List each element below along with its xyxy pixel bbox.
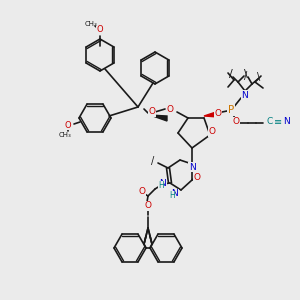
Text: /: / <box>152 156 154 166</box>
Text: O: O <box>145 202 152 211</box>
Text: /: / <box>229 69 233 79</box>
Text: O: O <box>214 109 221 118</box>
Text: C: C <box>267 118 273 127</box>
Text: \: \ <box>257 72 261 82</box>
Text: H: H <box>169 191 175 200</box>
Text: CH₃: CH₃ <box>85 21 98 27</box>
Text: N: N <box>242 91 248 100</box>
Text: O: O <box>208 128 215 136</box>
Text: N: N <box>160 178 167 188</box>
Text: O: O <box>148 107 155 116</box>
Text: O: O <box>167 104 173 113</box>
Text: P: P <box>228 105 234 115</box>
Text: N: N <box>189 163 195 172</box>
Text: N: N <box>172 190 178 199</box>
Text: O: O <box>139 188 145 196</box>
Text: O: O <box>97 26 103 34</box>
Text: O: O <box>232 118 239 127</box>
Text: H: H <box>158 182 164 190</box>
Text: CH₃: CH₃ <box>58 132 71 138</box>
Polygon shape <box>150 115 167 121</box>
Text: O: O <box>65 121 71 130</box>
Text: \: \ <box>244 69 248 79</box>
Polygon shape <box>204 112 218 117</box>
Text: ≡: ≡ <box>274 117 282 127</box>
Text: O: O <box>194 172 200 182</box>
Text: /: / <box>244 71 247 81</box>
Text: N: N <box>283 118 290 127</box>
